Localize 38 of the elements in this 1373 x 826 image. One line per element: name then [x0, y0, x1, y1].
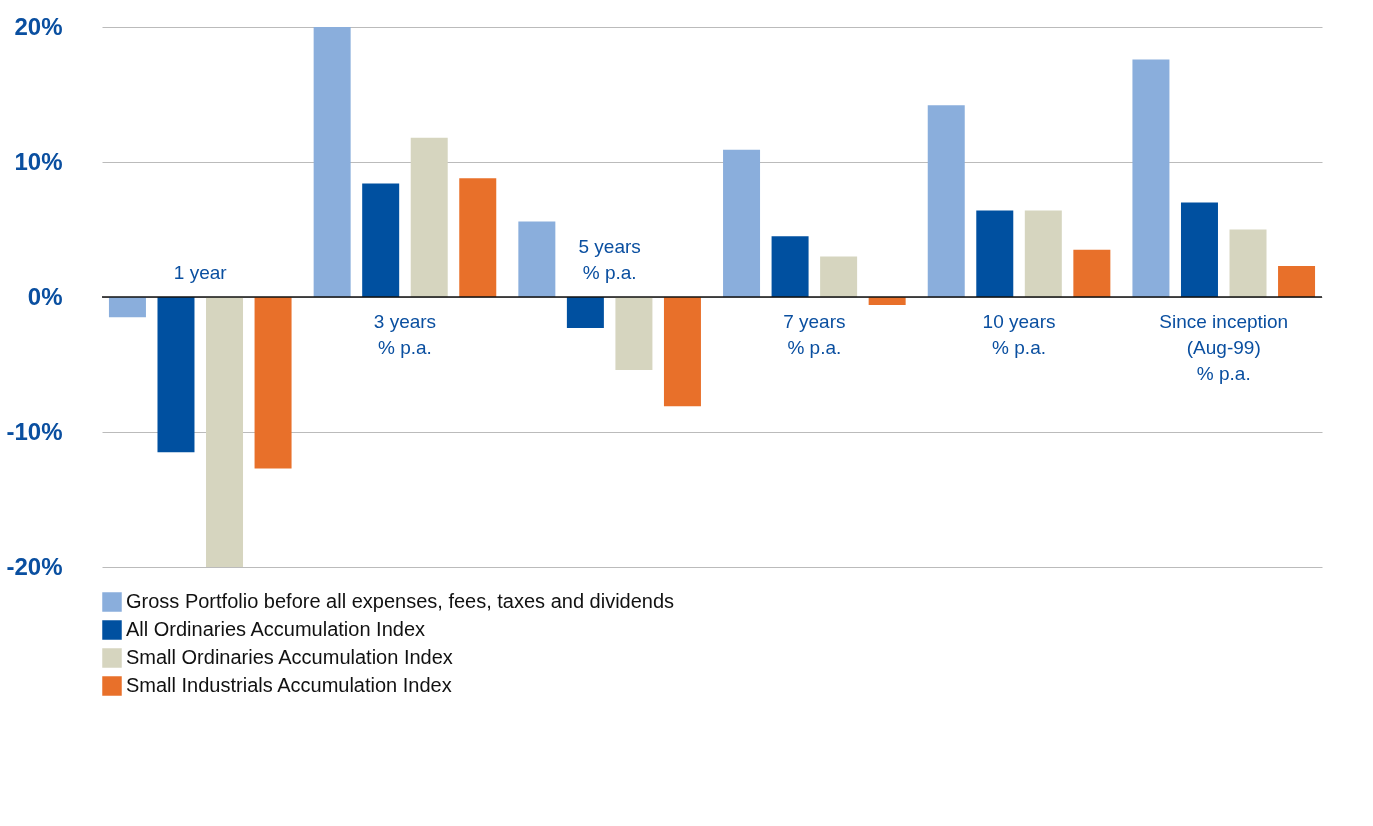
bar — [157, 297, 195, 453]
bar — [1073, 249, 1111, 297]
bar — [1132, 59, 1170, 297]
legend-label: Small Industrials Accumulation Index — [126, 674, 452, 696]
bar — [1024, 210, 1062, 297]
bar — [771, 236, 809, 297]
y-tick-label: -10% — [6, 417, 63, 445]
y-tick-label: 20% — [14, 12, 63, 40]
x-tick-label: 5 years % p.a. — [578, 236, 641, 283]
x-tick-label: 7 years % p.a. — [783, 311, 846, 358]
bar — [663, 297, 701, 407]
bar — [459, 178, 497, 297]
y-tick-label: 10% — [14, 147, 63, 175]
y-tick-label: 0% — [27, 282, 63, 310]
x-tick-label: 10 years % p.a. — [982, 311, 1056, 358]
legend-label: Small Ordinaries Accumulation Index — [126, 646, 453, 668]
bar — [254, 297, 292, 469]
bar — [1229, 229, 1267, 297]
bar — [410, 137, 448, 297]
bar — [313, 27, 351, 297]
legend-label: Gross Portfolio before all expenses, fees, taxes and dividends — [126, 590, 675, 612]
bar — [976, 210, 1014, 297]
bar — [362, 183, 400, 297]
bar — [820, 256, 858, 297]
x-tick-label: 1 year — [173, 262, 228, 283]
bar — [723, 149, 761, 297]
y-tick-label: -20% — [6, 552, 63, 580]
legend-label: All Ordinaries Accumulation Index — [126, 618, 426, 640]
bar — [206, 297, 244, 567]
bar — [1180, 202, 1218, 297]
bar — [566, 297, 604, 329]
bar — [1278, 265, 1316, 297]
bar — [518, 221, 556, 297]
bar — [927, 105, 965, 297]
x-tick-label: 3 years % p.a. — [373, 311, 437, 358]
bar — [615, 297, 653, 370]
x-tick-label: Since inception (Aug-99) % p.a. — [1159, 311, 1289, 384]
bar — [108, 297, 146, 318]
